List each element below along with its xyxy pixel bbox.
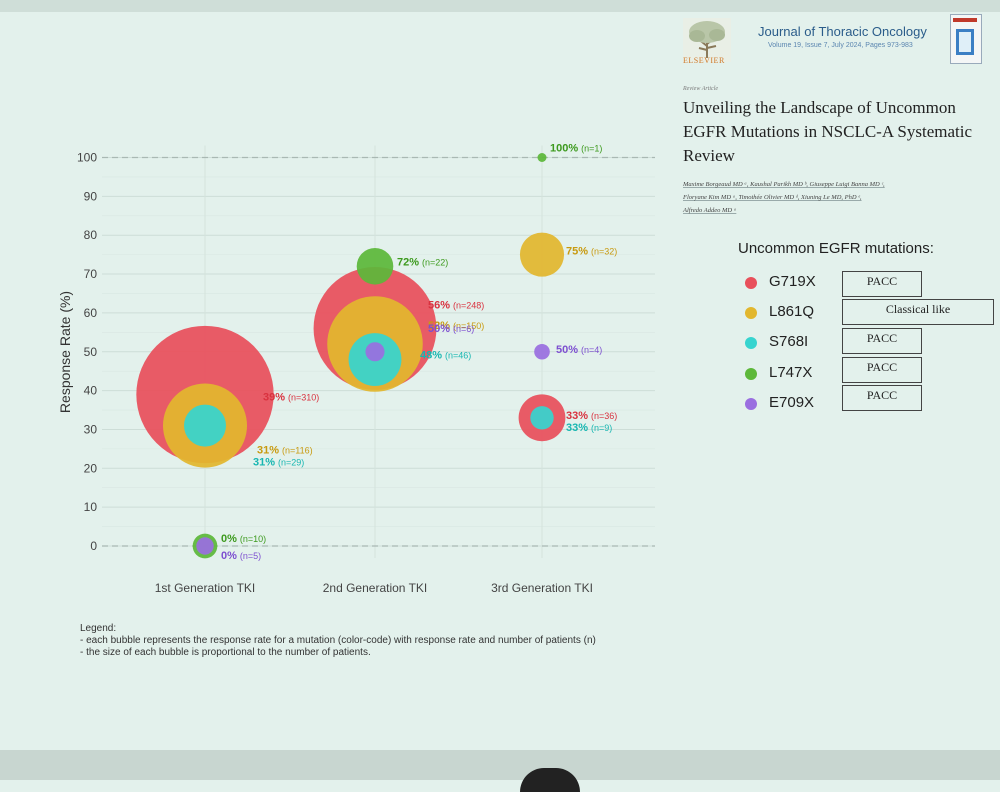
bubble-e709x-3 bbox=[534, 343, 550, 360]
screen-bottom-edge bbox=[0, 750, 1000, 780]
y-tick-label: 30 bbox=[84, 422, 98, 436]
bubble-e709x-1 bbox=[196, 537, 214, 555]
mutation-class-box: Classical like bbox=[842, 299, 994, 325]
bubble-e709x-2 bbox=[365, 342, 385, 362]
mutation-color-swatch bbox=[745, 398, 757, 410]
publisher-wordmark: ELSEVIER bbox=[683, 56, 725, 65]
chart-bubbles bbox=[136, 153, 566, 559]
y-tick-label: 10 bbox=[84, 500, 98, 514]
data-label-s768i-1: 31% (n=29) bbox=[253, 457, 304, 469]
y-tick-label: 0 bbox=[90, 539, 97, 553]
y-tick-label: 80 bbox=[84, 228, 98, 242]
bubble-l747x-2 bbox=[356, 247, 394, 285]
journal-volume: Volume 19, Issue 7, July 2024, Pages 973… bbox=[768, 42, 913, 49]
legend-note: Legend: - each bubble represents the res… bbox=[80, 623, 640, 659]
data-label-e709x-2: 50% (n=6) bbox=[428, 323, 474, 335]
bubble-chart: 39% (n=310) 56% (n=248) 52% (n=150) 31% (n=116)… bbox=[57, 143, 655, 596]
mutation-color-swatch bbox=[745, 277, 757, 289]
chart-data-labels: 39% (n=310) 56% (n=248) 52% (n=150) 31% (n=116)… bbox=[221, 143, 617, 563]
mutation-color-swatch bbox=[745, 368, 757, 380]
chart-axes: 0 10 20 30 40 50 60 70 80 90 100 1st Generation TKI… bbox=[77, 151, 593, 596]
y-tick-label: 40 bbox=[84, 384, 98, 398]
legend-note-line: - the size of each bubble is proportiona… bbox=[80, 647, 371, 658]
author-line: Floryane Kim MD ᵃ, Timothée Olivier MD ᵈ… bbox=[683, 194, 862, 201]
article-type: Review Article bbox=[683, 86, 719, 92]
data-label-g719x-2: 56% (n=248) bbox=[428, 299, 484, 311]
mutation-color-swatch bbox=[745, 307, 757, 319]
x-category-label: 1st Generation TKI bbox=[155, 581, 256, 595]
data-label-l861q-2: 52% (n=150) bbox=[428, 320, 484, 332]
journal-cover-thumbnail bbox=[950, 14, 982, 64]
y-tick-label: 60 bbox=[84, 306, 98, 320]
y-tick-label: 90 bbox=[84, 189, 98, 203]
y-tick-label: 50 bbox=[84, 345, 98, 359]
mutation-name: S768I bbox=[769, 333, 809, 350]
journal-name: Journal of Thoracic Oncology bbox=[758, 24, 927, 39]
data-label-l861q-3: 75% (n=32) bbox=[566, 246, 617, 258]
author-line: Maxime Borgeaud MD ᵃ, Kaushal Parikh MD … bbox=[683, 181, 885, 188]
data-label-e709x-3: 50% (n=4) bbox=[556, 344, 602, 356]
mutation-key-title: Uncommon EGFR mutations: bbox=[738, 240, 934, 257]
bubble-s768i-1 bbox=[183, 404, 227, 447]
data-label-l861q-1: 31% (n=116) bbox=[257, 445, 313, 457]
elsevier-tree-icon bbox=[683, 18, 731, 62]
mutation-name: L861Q bbox=[769, 303, 815, 320]
screen-top-edge bbox=[0, 0, 1000, 12]
y-tick-label: 70 bbox=[84, 267, 98, 281]
mutation-color-swatch bbox=[745, 337, 757, 349]
mutation-name: G719X bbox=[769, 273, 816, 290]
mutation-name: E709X bbox=[769, 394, 815, 411]
data-label-g719x-1: 39% (n=310) bbox=[263, 391, 319, 403]
data-label-g719x-3: 33% (n=36) bbox=[566, 410, 617, 422]
legend-note-heading: Legend: bbox=[80, 623, 117, 634]
author-list: Maxime Borgeaud MD ᵃ, Kaushal Parikh MD … bbox=[683, 178, 983, 217]
bubble-s768i-3 bbox=[530, 406, 554, 430]
mutation-name: L747X bbox=[769, 364, 813, 381]
mutation-class-box: PACC bbox=[842, 357, 922, 383]
author-line: Alfredo Addeo MD ᵃ bbox=[683, 207, 737, 214]
data-label-l747x-2: 72% (n=22) bbox=[397, 256, 448, 268]
mutation-class-box: PACC bbox=[842, 328, 922, 354]
article-title: Unveiling the Landscape of Uncommon EGFR… bbox=[683, 98, 973, 165]
data-label-l747x-1: 0% (n=10) bbox=[221, 533, 266, 545]
y-tick-label: 100 bbox=[77, 151, 97, 165]
bubble-l861q-3 bbox=[519, 232, 565, 277]
x-category-label: 3rd Generation TKI bbox=[491, 581, 593, 595]
bubble-l747x-3 bbox=[537, 153, 547, 162]
data-label-s768i-3: 33% (n=9) bbox=[566, 422, 612, 434]
y-axis-label: Response Rate (%) bbox=[57, 291, 73, 413]
mutation-class-box: PACC bbox=[842, 385, 922, 411]
y-tick-label: 20 bbox=[84, 461, 98, 475]
x-category-label: 2nd Generation TKI bbox=[323, 581, 428, 595]
data-label-l747x-3: 100% (n=1) bbox=[550, 143, 602, 155]
mutation-class-box: PACC bbox=[842, 271, 922, 297]
legend-note-line: - each bubble represents the response ra… bbox=[80, 635, 596, 646]
data-label-s768i-2: 48% (n=46) bbox=[420, 350, 471, 362]
data-label-e709x-1: 0% (n=5) bbox=[221, 550, 261, 562]
